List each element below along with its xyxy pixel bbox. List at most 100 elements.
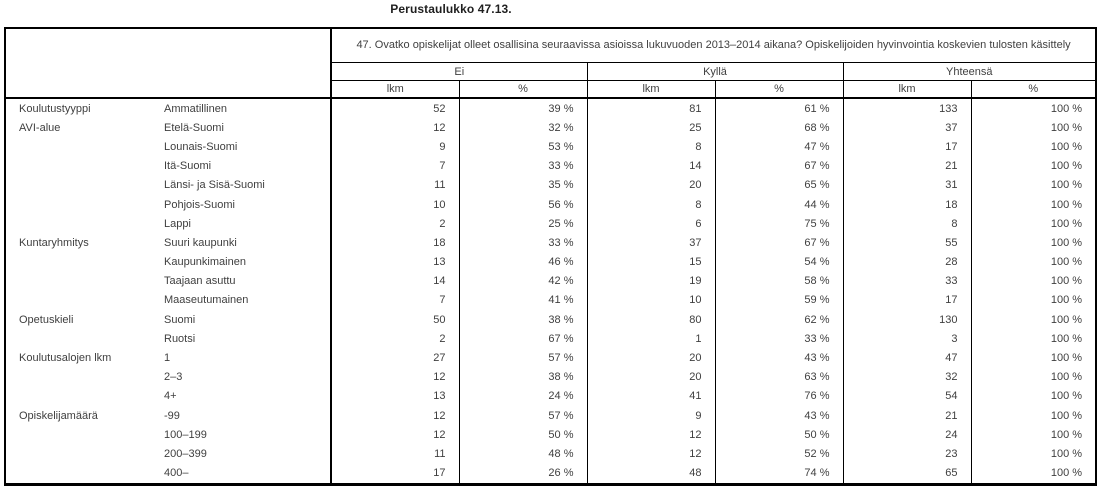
cell-percent: 67 % [458, 329, 587, 349]
cell-count: 8 [842, 214, 971, 234]
cell-count: 13 [330, 252, 459, 272]
row-category [5, 444, 163, 463]
row-label: Lounais-Suomi [164, 140, 238, 153]
cell-percent: 47 % [714, 137, 843, 157]
cell-count: 6 [586, 214, 715, 234]
table-row: Opiskelijamäärä -99 12 57 % 9 43 % 21 100 % [5, 406, 1097, 426]
cell-percent: 75 % [714, 214, 843, 234]
cell-percent: 62 % [714, 310, 843, 330]
table-row: Kaupunkimainen 13 46 % 15 54 % 28 100 % [5, 252, 1097, 272]
cell-count: 80 [586, 310, 715, 330]
cell-count: 12 [330, 425, 459, 445]
cell-percent: 68 % [714, 118, 843, 138]
table-row: Taajaan asuttu 14 42 % 19 58 % 33 100 % [5, 271, 1097, 291]
group-header-row: Ei Kyllä Yhteensä [5, 62, 1097, 81]
cell-count: 28 [842, 252, 971, 272]
cell-count: 1 [586, 329, 715, 349]
cell-percent: 100 % [970, 406, 1097, 426]
cell-count: 24 [842, 425, 971, 445]
row-category: AVI-alue [19, 121, 61, 134]
row-label: Etelä-Suomi [164, 121, 224, 134]
row-category [5, 157, 163, 176]
subheader-lkm-ei: lkm [330, 80, 459, 99]
cell-percent: 57 % [458, 348, 587, 368]
cell-percent: 50 % [458, 425, 587, 445]
subheader-row: lkm % lkm % lkm % [5, 80, 1097, 99]
table-body: Koulutustyyppi Ammatillinen 52 39 % 81 61 % 13… [5, 98, 1097, 485]
cell-count: 12 [586, 444, 715, 464]
table-row: Lounais-Suomi 9 53 % 8 47 % 17 100 % [5, 137, 1097, 157]
table-row: Pohjois-Suomi 10 56 % 8 44 % 18 100 % [5, 194, 1097, 215]
cell-count: 11 [330, 175, 459, 195]
row-category [5, 425, 163, 444]
cell-percent: 42 % [458, 271, 587, 291]
cell-percent: 59 % [714, 290, 843, 311]
row-label: Itä-Suomi [164, 160, 212, 173]
row-category: Opetuskieli [19, 313, 74, 326]
cell-percent: 100 % [970, 271, 1097, 291]
row-category: Opiskelijamäärä [19, 409, 98, 422]
corner-cell [5, 28, 332, 99]
cell-percent: 33 % [458, 233, 587, 253]
statistics-table: 47. Ovatko opiskelijat olleet osallisina… [4, 27, 1098, 486]
cell-count: 7 [330, 290, 459, 311]
cell-percent: 24 % [458, 386, 587, 406]
cell-count: 27 [330, 348, 459, 368]
cell-count: 12 [330, 406, 459, 426]
cell-count: 11 [330, 444, 459, 464]
cell-percent: 43 % [714, 406, 843, 426]
cell-count: 8 [586, 137, 715, 157]
table-row: 4+ 13 24 % 41 76 % 54 100 % [5, 386, 1097, 406]
table-header: 47. Ovatko opiskelijat olleet osallisina… [5, 28, 1097, 99]
cell-count: 37 [586, 233, 715, 253]
table-row: Itä-Suomi 7 33 % 14 67 % 21 100 % [5, 156, 1097, 176]
cell-percent: 56 % [458, 194, 587, 215]
cell-count: 17 [330, 463, 459, 485]
row-label: Kaupunkimainen [164, 256, 246, 269]
cell-percent: 76 % [714, 386, 843, 406]
row-label: 2–3 [164, 371, 183, 384]
cell-percent: 100 % [970, 444, 1097, 464]
cell-percent: 53 % [458, 137, 587, 157]
table-row: Maaseutumainen 7 41 % 10 59 % 17 100 % [5, 290, 1097, 311]
cell-percent: 100 % [970, 233, 1097, 253]
subheader-pct-yhteensa: % [970, 80, 1097, 99]
cell-count: 21 [842, 156, 971, 176]
cell-percent: 44 % [714, 194, 843, 215]
table-row: 400– 17 26 % 48 74 % 65 100 % [5, 463, 1097, 485]
subheader-lkm-kylla: lkm [586, 80, 715, 99]
row-category [5, 291, 163, 310]
row-category [5, 387, 163, 406]
cell-percent: 100 % [970, 386, 1097, 406]
row-label: Ammatillinen [164, 102, 227, 115]
cell-percent: 25 % [458, 214, 587, 234]
cell-count: 12 [586, 425, 715, 445]
cell-percent: 74 % [714, 463, 843, 485]
cell-count: 12 [330, 367, 459, 387]
cell-percent: 100 % [970, 214, 1097, 234]
cell-count: 2 [330, 214, 459, 234]
question-header: 47. Ovatko opiskelijat olleet osallisina… [329, 28, 1097, 63]
cell-count: 18 [842, 194, 971, 215]
cell-count: 55 [842, 233, 971, 253]
row-category [5, 368, 163, 387]
cell-percent: 100 % [970, 175, 1097, 195]
cell-count: 12 [330, 118, 459, 138]
row-category [5, 137, 163, 156]
cell-percent: 100 % [970, 310, 1097, 330]
cell-count: 13 [330, 386, 459, 406]
cell-count: 47 [842, 348, 971, 368]
cell-count: 20 [586, 348, 715, 368]
cell-count: 8 [586, 194, 715, 215]
cell-count: 48 [586, 463, 715, 485]
row-category [5, 253, 163, 272]
cell-count: 10 [330, 194, 459, 215]
subheader-pct-kylla: % [714, 80, 843, 99]
row-category [5, 195, 163, 214]
cell-percent: 100 % [970, 137, 1097, 157]
cell-count: 2 [330, 329, 459, 349]
row-category: Kuntaryhmitys [19, 236, 89, 249]
cell-percent: 58 % [714, 271, 843, 291]
row-label: Taajaan asuttu [164, 275, 236, 288]
cell-count: 17 [842, 290, 971, 311]
